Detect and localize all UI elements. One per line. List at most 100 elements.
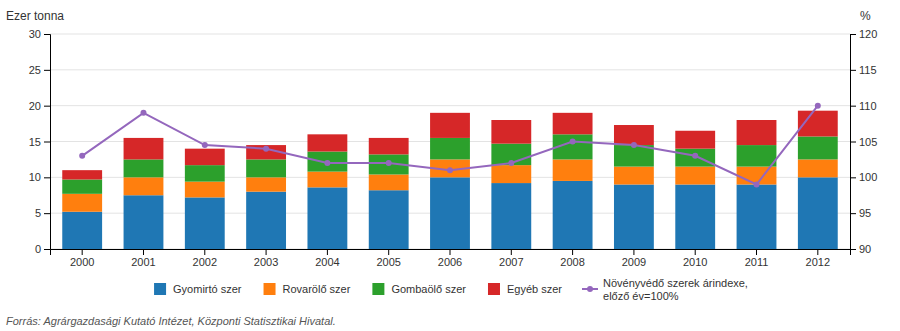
- tick: 5: [35, 207, 50, 219]
- tick-mark: [756, 249, 757, 255]
- tick-mark: [44, 142, 50, 143]
- point: [815, 103, 821, 109]
- tick-mark: [850, 142, 856, 143]
- tick: 2006: [438, 249, 462, 268]
- bar: [369, 174, 409, 190]
- tick: 110: [850, 100, 877, 112]
- axis-line: [51, 250, 851, 256]
- tick-label: 120: [859, 28, 877, 40]
- bar: [675, 131, 715, 149]
- legend-label: Rovarölő szer: [283, 283, 351, 295]
- legend: Gyomirtó szer Rovarölő szer Gombaölő szer E…: [154, 277, 748, 302]
- tick: 120: [850, 28, 877, 40]
- bar: [491, 183, 531, 249]
- axis-line: [44, 35, 51, 250]
- bar: [246, 159, 286, 177]
- tick-mark: [450, 249, 451, 255]
- bar: [246, 192, 286, 249]
- point: [386, 160, 392, 166]
- legend-swatch: [488, 283, 500, 295]
- tick-label: 2004: [315, 256, 339, 268]
- bar: [675, 185, 715, 250]
- point: [570, 139, 576, 145]
- tick: 0: [35, 243, 50, 255]
- tick-mark: [44, 70, 50, 71]
- tick-mark: [850, 249, 856, 250]
- tick-label: 2002: [193, 256, 217, 268]
- tick-label: 25: [29, 64, 41, 76]
- tick-label: 15: [29, 136, 41, 148]
- bar: [798, 159, 838, 177]
- y2-axis-label: %: [860, 9, 871, 23]
- bar: [737, 120, 777, 145]
- tick: 2008: [560, 249, 584, 268]
- tick-mark: [327, 249, 328, 255]
- bar: [307, 172, 347, 188]
- legend-item: Egyéb szer: [488, 283, 562, 295]
- tick-mark: [204, 249, 205, 255]
- y-axis: 051015202530: [29, 28, 51, 255]
- tick-label: 2007: [499, 256, 523, 268]
- tick: 100: [850, 171, 877, 183]
- legend-swatch: [264, 283, 276, 295]
- point: [692, 153, 698, 159]
- axis-line: [851, 35, 857, 250]
- tick: 2005: [376, 249, 400, 268]
- bar: [614, 167, 654, 185]
- legend-label: Gyomirtó szer: [173, 283, 242, 295]
- plot: 2000 2001 2002 2003 2004 2005 2006 2007 2008 2009…: [29, 28, 878, 268]
- grid-line: [50, 69, 850, 70]
- tick-mark: [82, 249, 83, 255]
- tick-label: 100: [859, 171, 877, 183]
- bar: [675, 167, 715, 185]
- y-axis-label: Ezer tonna: [6, 9, 64, 23]
- bar: [798, 177, 838, 249]
- legend-label: Gombaölő szer: [391, 283, 466, 295]
- grid-line: [50, 105, 850, 106]
- tick-mark: [695, 249, 696, 255]
- bar: [430, 138, 470, 160]
- bar: [124, 177, 164, 195]
- tick-mark: [44, 249, 50, 250]
- tick-mark: [850, 106, 856, 107]
- grid-line: [50, 34, 850, 35]
- tick: 2007: [499, 249, 523, 268]
- legend-item: Rovarölő szer: [264, 283, 351, 295]
- bar: [798, 136, 838, 159]
- tick-label: 2000: [70, 256, 94, 268]
- tick-mark: [143, 249, 144, 255]
- x-axis: 2000 2001 2002 2003 2004 2005 2006 2007 2008 2009…: [51, 249, 851, 268]
- legend-label: Növényvédő szerek árindexe,előző év=100%: [603, 277, 748, 302]
- source: Forrás: Agrárgazdasági Kutató Intézet, K…: [6, 315, 336, 327]
- tick-mark: [44, 177, 50, 178]
- tick: 95: [850, 207, 871, 219]
- bar: [185, 197, 225, 249]
- bar: [675, 149, 715, 167]
- tick-label: 2001: [131, 256, 155, 268]
- legend-item: Gombaölő szer: [372, 283, 466, 295]
- bar: [737, 145, 777, 167]
- tick-label: 5: [35, 207, 41, 219]
- legend-swatch: [154, 283, 166, 295]
- tick: 2003: [254, 249, 278, 268]
- tick: 2000: [70, 249, 94, 268]
- legend-item: Növényvédő szerek árindexe,előző év=100%: [582, 277, 748, 302]
- bar: [614, 185, 654, 250]
- tick: 30: [29, 28, 50, 40]
- bar: [737, 185, 777, 250]
- tick-mark: [572, 249, 573, 255]
- bar: [614, 125, 654, 145]
- tick: 10: [29, 171, 50, 183]
- legend-label: Egyéb szer: [507, 283, 562, 295]
- tick-label: 2009: [622, 256, 646, 268]
- bar: [185, 165, 225, 181]
- bar-series: [62, 134, 837, 193]
- bar: [124, 195, 164, 249]
- tick-label: 110: [859, 100, 877, 112]
- y2-axis: 9095100105110115120: [850, 28, 877, 255]
- tick-label: 2011: [745, 256, 769, 268]
- legend-item: Gyomirtó szer: [154, 283, 242, 295]
- tick-mark: [850, 70, 856, 71]
- bar: [430, 177, 470, 249]
- legend-swatch: [587, 286, 593, 292]
